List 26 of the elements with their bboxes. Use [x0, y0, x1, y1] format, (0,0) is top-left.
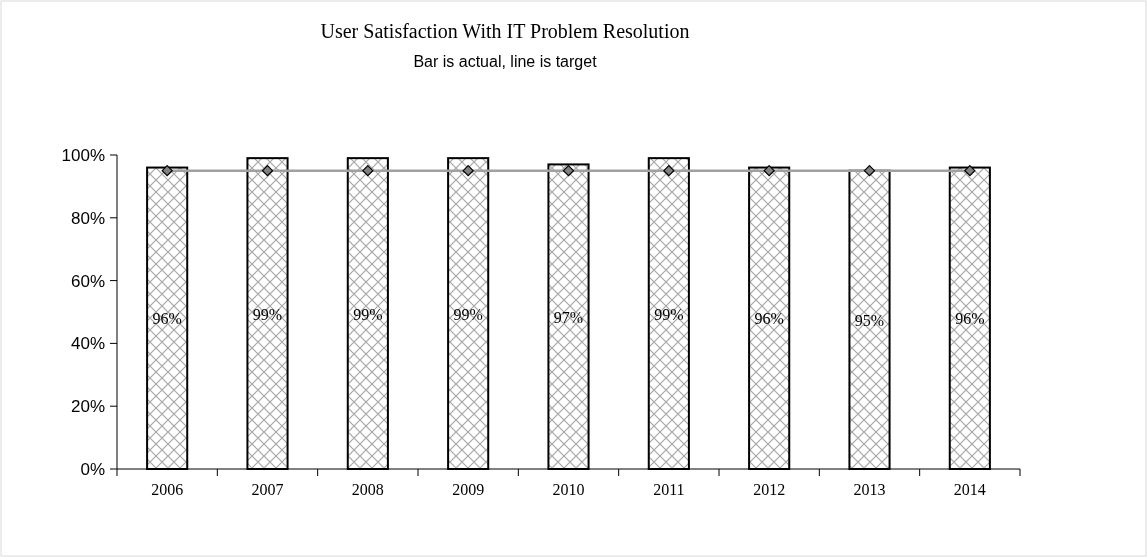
x-tick-label: 2013	[853, 481, 886, 498]
data-label: 99%	[654, 305, 684, 323]
data-label: 95%	[854, 311, 885, 329]
x-tick-label: 2006	[151, 481, 184, 498]
x-tick-label: 2007	[251, 481, 284, 498]
y-tick-label: 60%	[70, 271, 105, 291]
x-tick-label: 2009	[452, 481, 485, 498]
data-label: 99%	[252, 305, 283, 323]
x-tick-label: 2012	[753, 481, 786, 498]
y-tick-label: 0%	[80, 460, 105, 479]
data-label: 96%	[955, 310, 985, 328]
data-label: 99%	[453, 305, 483, 323]
data-label: 99%	[353, 305, 383, 323]
y-tick-label: 80%	[70, 208, 105, 228]
y-tick-label: 40%	[70, 334, 105, 354]
chart-title: User Satisfaction With IT Problem Resolution	[320, 20, 690, 42]
x-tick-label: 2010	[552, 481, 585, 498]
data-label: 97%	[553, 308, 584, 326]
y-tick-label: 100%	[61, 146, 105, 165]
x-tick-label: 2011	[653, 481, 685, 498]
data-label: 96%	[754, 310, 784, 328]
x-tick-label: 2014	[953, 481, 986, 498]
y-tick-label: 20%	[70, 397, 105, 417]
chart-subtitle: Bar is actual, line is target	[413, 53, 598, 70]
x-tick-label: 2008	[351, 481, 384, 498]
data-label: 96%	[152, 310, 182, 328]
